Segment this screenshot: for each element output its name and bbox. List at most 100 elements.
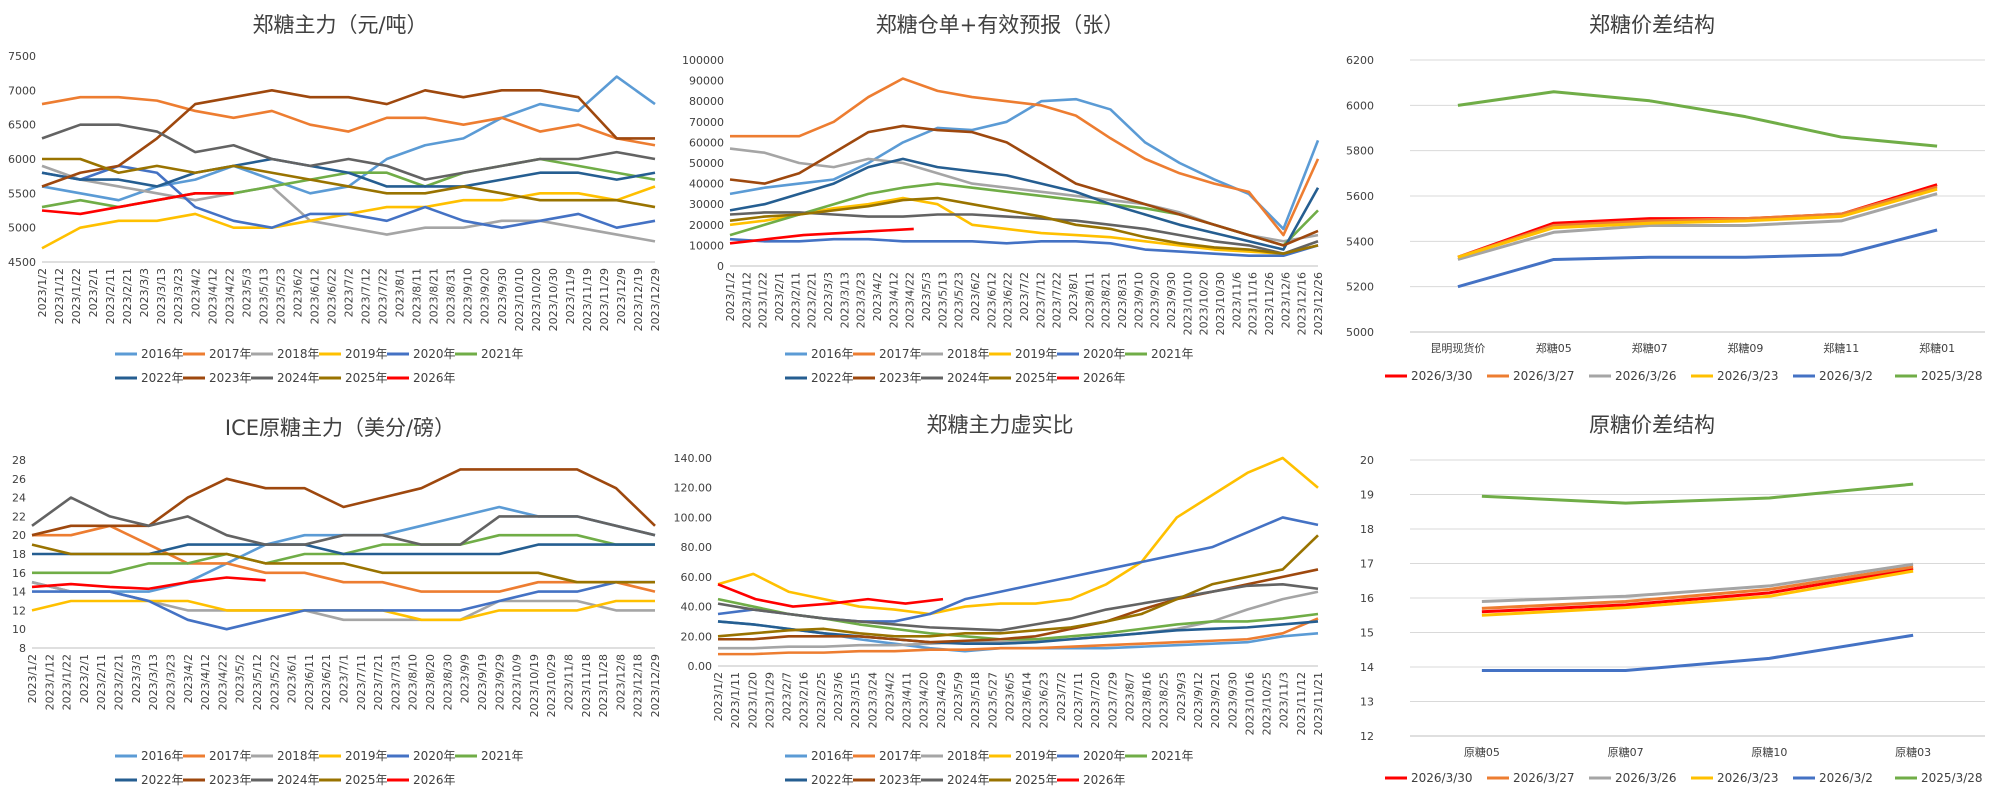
x-tick-label: 2023/5/12 [251, 654, 264, 710]
y-tick-label: 24 [12, 492, 26, 505]
series-line-2018年 [41, 164, 656, 243]
x-tick-label: 2023/1/12 [740, 272, 753, 328]
legend: 2016年 2017年 2018年 2019年 2020年 2021年 2022年 2023年… [785, 347, 1194, 385]
x-tick-label: 2023/11/16 [1247, 272, 1260, 335]
x-tick-label: 2023/7/20 [1089, 672, 1102, 728]
x-tick-label: 2023/1/22 [70, 268, 83, 324]
series-line-2017年 [32, 524, 656, 593]
legend-label: 2018年 [277, 347, 320, 361]
series-line-2017年 [730, 77, 1320, 237]
x-tick-label: 2023/1/2 [724, 272, 737, 321]
x-tick-label: 2023/6/2 [969, 272, 982, 321]
x-tick-label: 2023/4/22 [904, 272, 917, 328]
x-tick-label: 2023/1/11 [729, 672, 742, 728]
y-tick-label: 22 [12, 510, 26, 523]
legend-label: 2025/3/28 [1921, 771, 1983, 785]
chart-title: 原糖价差结构 [1589, 413, 1715, 437]
chart-title: ICE原糖主力（美分/磅） [225, 416, 455, 440]
x-tick-label: 2023/4/29 [935, 672, 948, 728]
series-line-2019年 [729, 196, 1319, 255]
x-tick-label: 2023/11/6 [1230, 272, 1243, 328]
x-tick-label: 郑糖11 [1823, 341, 1859, 355]
x-tick-label: 2023/4/12 [199, 654, 212, 710]
y-tick-label: 100.00 [674, 511, 713, 524]
legend-label: 2020年 [1083, 347, 1126, 361]
x-tick-label: 2023/4/12 [206, 268, 219, 324]
y-tick-label: 5400 [1346, 235, 1374, 248]
x-tick-label: 2023/4/2 [189, 268, 202, 317]
legend-label: 2016年 [141, 749, 184, 763]
x-tick-label: 2023/9/20 [1149, 272, 1162, 328]
x-tick-label: 2023/2/1 [78, 654, 91, 703]
x-tick-label: 2023/4/22 [223, 268, 236, 324]
x-tick-label: 2023/7/21 [372, 654, 385, 710]
series-line-2022年 [41, 157, 656, 188]
x-tick-label: 2023/8/11 [411, 268, 424, 324]
x-tick-label: 2023/3/13 [838, 272, 851, 328]
legend-label: 2017年 [879, 347, 922, 361]
x-tick-label: 2023/2/25 [815, 672, 828, 728]
x-tick-label: 2023/6/5 [1003, 672, 1016, 721]
legend-label: 2026/3/2 [1819, 369, 1873, 383]
y-tick-label: 5500 [8, 187, 36, 200]
x-tick-label: 2023/3/3 [138, 268, 151, 317]
x-tick-label: 2023/7/31 [389, 654, 402, 710]
legend-label: 2026/3/27 [1513, 771, 1575, 785]
legend-label: 2026/3/26 [1615, 771, 1677, 785]
zhengtang-main-chart: 郑糖主力（元/吨） 4500 5000 5500 6000 6500 7000 7500 202… [8, 13, 662, 385]
y-tick-label: 90000 [689, 75, 724, 88]
x-tick-label: 2023/5/3 [920, 272, 933, 321]
x-tick-label: 2023/10/19 [528, 654, 541, 717]
x-tick-label: 2023/10/16 [1243, 672, 1256, 735]
x-tick-label: 2023/8/21 [1100, 272, 1113, 328]
legend-label: 2026/3/23 [1717, 771, 1779, 785]
y-tick-label: 10000 [689, 239, 724, 252]
x-tick-label: 2023/9/30 [1226, 672, 1239, 728]
legend-label: 2026/3/26 [1615, 369, 1677, 383]
y-tick-label: 60.00 [681, 571, 713, 584]
y-tick-label: 80.00 [681, 541, 713, 554]
zhengtang-spread-chart: 郑糖价差结构 5000 5200 5400 5600 5800 6000 6200 昆明现货价 郑… [1346, 13, 1985, 383]
chart-title: 郑糖主力（元/吨） [252, 13, 427, 37]
x-tick-label: 2023/9/12 [1192, 672, 1205, 728]
y-tick-label: 40.00 [681, 601, 713, 614]
series-line-2016年 [729, 97, 1320, 231]
x-tick-label: 2023/10/20 [530, 268, 543, 331]
series-line-2022年 [729, 157, 1320, 251]
legend: 2016年 2017年 2018年 2019年 2020年 2021年 2022年 2023年… [115, 347, 524, 385]
x-tick-label: 2023/2/1 [773, 272, 786, 321]
x-tick-label: 2023/10/30 [1214, 272, 1227, 335]
y-tick-label: 30000 [689, 198, 724, 211]
series-line-2020年 [729, 237, 1319, 257]
series-line-2026年 [31, 576, 266, 591]
x-tick-label: 2023/2/21 [806, 272, 819, 328]
legend: 2026/3/30 2026/3/27 2026/3/26 2026/3/23 2026… [1385, 369, 1983, 383]
x-tick-label: 2023/1/29 [763, 672, 776, 728]
y-tick-label: 140.00 [674, 452, 713, 465]
y-tick-label: 0.00 [688, 660, 713, 673]
legend-label: 2016年 [811, 749, 854, 763]
x-tick-label: 2023/10/9 [511, 654, 524, 710]
y-tick-label: 18 [1360, 523, 1374, 536]
x-tick-label: 2023/6/21 [320, 654, 333, 710]
series-line-2024年 [41, 123, 656, 181]
series-line-2026/3/26 [1457, 192, 1938, 261]
x-tick-label: 2023/9/20 [479, 268, 492, 324]
x-tick-label: 2023/7/2 [1055, 672, 1068, 721]
legend-label: 2017年 [879, 749, 922, 763]
legend-label: 2025年 [1015, 773, 1058, 787]
legend-label: 2025/3/28 [1921, 369, 1983, 383]
x-tick-label: 2023/1/12 [43, 654, 56, 710]
series-line-2026年 [729, 227, 914, 245]
y-tick-label: 6000 [1346, 99, 1374, 112]
legend-label: 2026/3/30 [1411, 369, 1473, 383]
y-tick-label: 13 [1360, 696, 1374, 709]
y-tick-label: 18 [12, 548, 26, 561]
y-tick-label: 12 [12, 604, 26, 617]
y-tick-label: 14 [12, 586, 26, 599]
x-tick-label: 2023/3/6 [832, 672, 845, 721]
series-line-2024年 [31, 496, 656, 546]
y-tick-label: 16 [1360, 592, 1374, 605]
x-tick-label: 2023/8/31 [1116, 272, 1129, 328]
